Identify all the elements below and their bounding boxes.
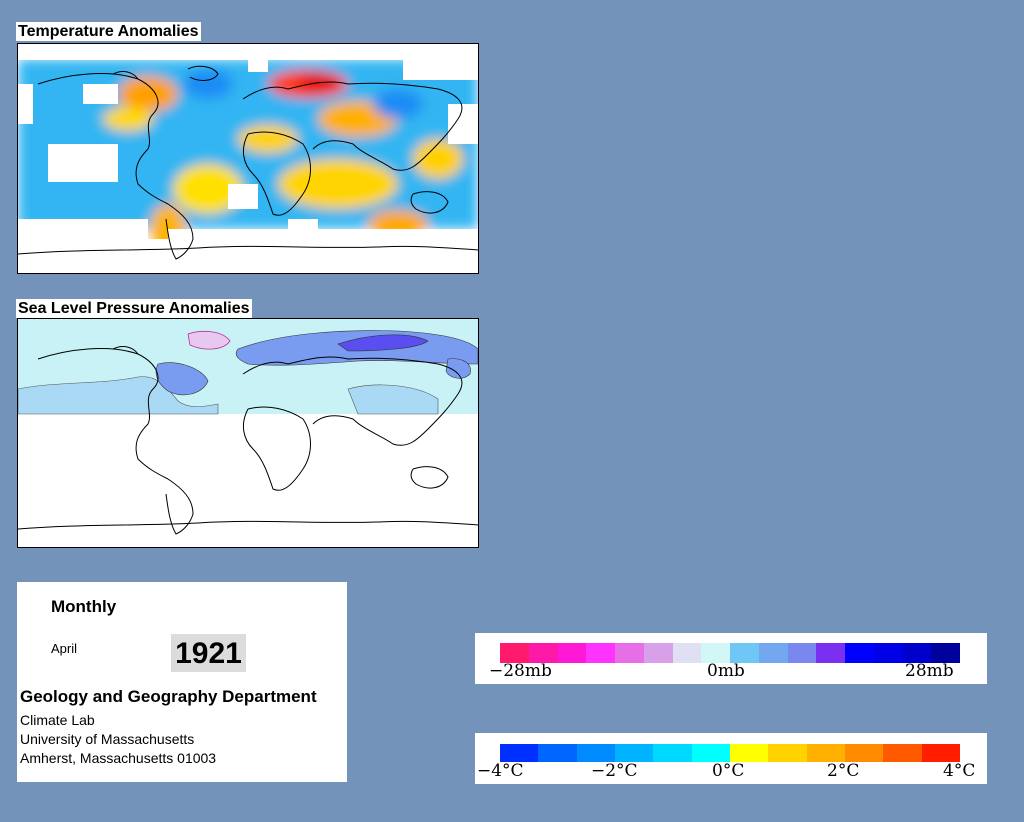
temperature-swatch-6 bbox=[729, 744, 769, 762]
pressure-tick-max: 28mb bbox=[905, 661, 954, 681]
pressure-tick-min: −28mb bbox=[489, 661, 552, 681]
temperature-swatch-9 bbox=[844, 744, 884, 762]
temperature-swatch-5 bbox=[691, 744, 730, 762]
pressure-swatch-1 bbox=[528, 643, 558, 663]
pressure-swatch-0 bbox=[500, 643, 529, 663]
temperature-swatch-0 bbox=[500, 744, 539, 762]
pressure-legend: −28mb 0mb 28mb bbox=[475, 633, 987, 684]
temperature-tick-minus2: −2°C bbox=[591, 761, 638, 781]
temperature-swatch-2 bbox=[576, 744, 615, 762]
pressure-swatch-3 bbox=[586, 643, 615, 663]
year-display: 1921 bbox=[171, 634, 246, 672]
pressure-swatch-9 bbox=[758, 643, 788, 663]
temperature-legend: −4°C −2°C 0°C 2°C 4°C bbox=[475, 733, 987, 784]
address-line-2: University of Massachusetts bbox=[20, 731, 195, 747]
pressure-swatch-12 bbox=[845, 643, 874, 663]
temperature-swatch-8 bbox=[806, 744, 845, 762]
address-line-3: Amherst, Massachusetts 01003 bbox=[20, 750, 217, 766]
pressure-swatch-7 bbox=[701, 643, 730, 663]
pressure-tick-zero: 0mb bbox=[707, 661, 745, 681]
department-name: Geology and Geography Department bbox=[20, 687, 317, 706]
temperature-swatch-10 bbox=[883, 744, 922, 762]
pressure-anomaly-map bbox=[17, 318, 479, 548]
pressure-colorbar bbox=[500, 643, 960, 663]
pressure-swatch-4 bbox=[615, 643, 644, 663]
temperature-tick-plus2: 2°C bbox=[827, 761, 860, 781]
pressure-swatch-11 bbox=[816, 643, 845, 663]
month-label: April bbox=[51, 641, 78, 656]
temperature-tick-plus4: 4°C bbox=[943, 761, 976, 781]
temperature-colorbar bbox=[500, 744, 960, 762]
pressure-swatch-10 bbox=[787, 643, 817, 663]
pressure-swatch-15 bbox=[931, 643, 960, 663]
temperature-title: Temperature Anomalies bbox=[16, 22, 201, 41]
pressure-swatch-8 bbox=[730, 643, 759, 663]
temperature-swatch-4 bbox=[653, 744, 692, 762]
pressure-swatch-6 bbox=[672, 643, 702, 663]
temperature-swatch-11 bbox=[921, 744, 960, 762]
temperature-swatch-1 bbox=[538, 744, 577, 762]
pressure-swatch-14 bbox=[902, 643, 932, 663]
temperature-tick-zero: 0°C bbox=[712, 761, 745, 781]
frequency-label: Monthly bbox=[51, 597, 117, 616]
address-line-1: Climate Lab bbox=[20, 712, 95, 728]
pressure-title: Sea Level Pressure Anomalies bbox=[16, 299, 252, 318]
temperature-swatch-3 bbox=[614, 744, 654, 762]
temperature-swatch-7 bbox=[768, 744, 807, 762]
pressure-swatch-5 bbox=[643, 643, 673, 663]
info-panel: Monthly April 1921 Geology and Geography… bbox=[17, 582, 347, 782]
pressure-swatch-2 bbox=[557, 643, 587, 663]
temperature-tick-minus4: −4°C bbox=[477, 761, 524, 781]
temperature-anomaly-map bbox=[17, 43, 479, 274]
pressure-swatch-13 bbox=[873, 643, 903, 663]
